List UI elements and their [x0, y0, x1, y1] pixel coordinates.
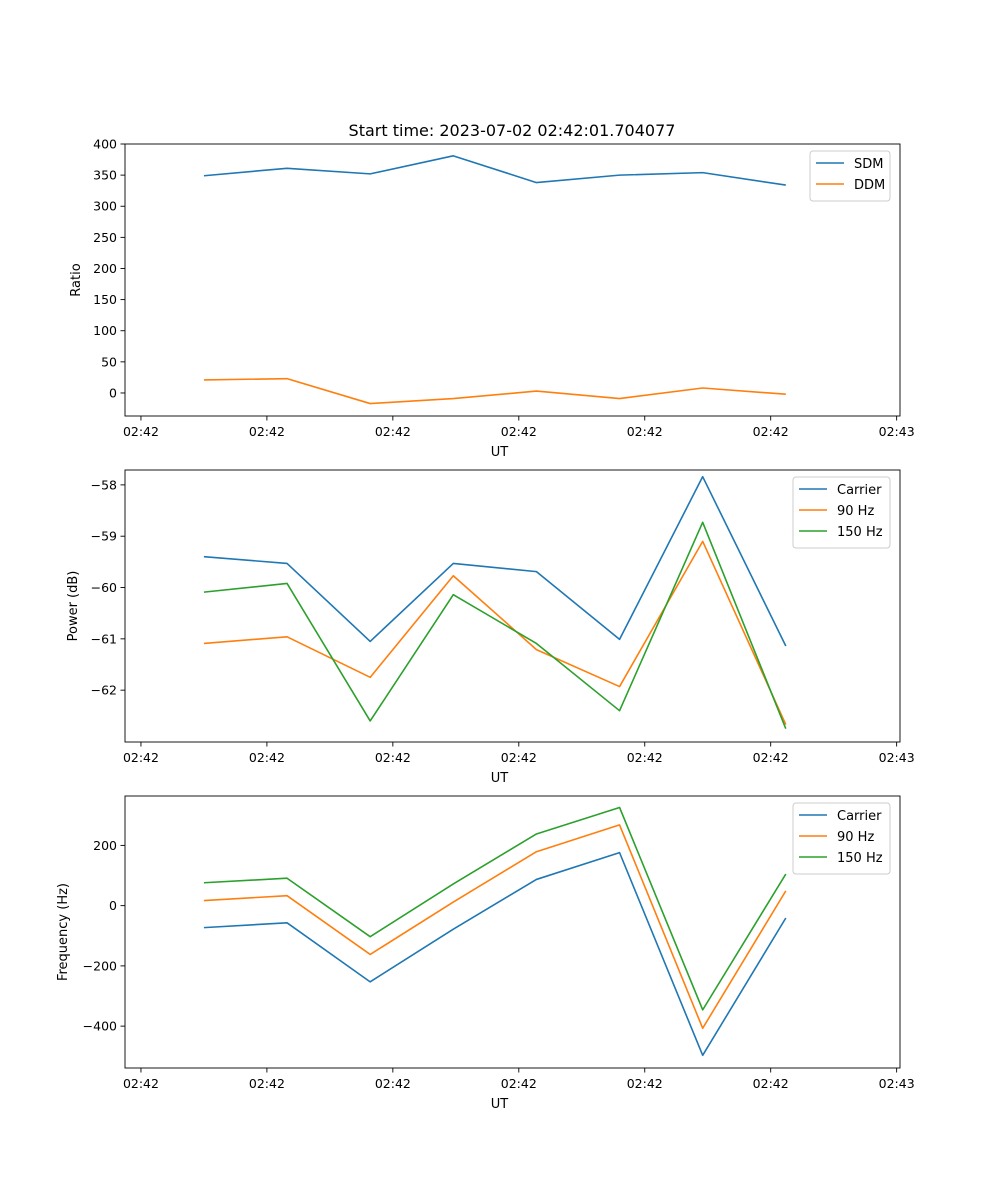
x-tick-label: 02:42 — [753, 424, 789, 439]
legend: Carrier 90 Hz 150 Hz — [792, 802, 891, 875]
plot-3: 02:42 02:42 02:42 02:42 02:42 02:42 02:43 −400 −… — [56, 795, 915, 1112]
series-line-sdm — [203, 155, 786, 186]
x-tick-label: 02:42 — [123, 750, 159, 765]
x-tick-label: 02:42 — [501, 424, 537, 439]
x-tick-label: 02:43 — [879, 1076, 915, 1091]
series-line-ddm — [203, 377, 786, 405]
y-tick-label: −60 — [91, 580, 117, 595]
y-tick-label: 250 — [93, 230, 117, 245]
y-tick-label: 300 — [93, 199, 117, 214]
x-tick-label: 02:42 — [753, 750, 789, 765]
x-tick-label: 02:42 — [501, 750, 537, 765]
y-tick-label: 50 — [101, 354, 117, 369]
x-tick-label: 02:42 — [249, 1076, 285, 1091]
y-axis-label: Ratio — [69, 263, 84, 296]
legend: Carrier 90 Hz 150 Hz — [792, 476, 891, 549]
y-tick-label: −58 — [91, 477, 117, 492]
x-tick-label: 02:42 — [123, 424, 159, 439]
x-tick-label: 02:43 — [879, 750, 915, 765]
x-axis-label: UT — [491, 445, 509, 460]
legend: SDM DDM — [809, 150, 891, 202]
x-tick-label: 02:42 — [627, 1076, 663, 1091]
y-tick-label: −61 — [91, 631, 117, 646]
y-tick-label: −400 — [83, 1019, 117, 1034]
series-line-90-hz — [203, 824, 787, 1030]
legend-label: Carrier — [837, 809, 882, 824]
y-axis-label: Frequency (Hz) — [56, 883, 71, 981]
x-tick-label: 02:43 — [879, 424, 915, 439]
figure-title: Start time: 2023-07-02 02:42:01.704077 — [349, 121, 676, 140]
x-tick-label: 02:42 — [501, 1076, 537, 1091]
y-tick-label: −59 — [91, 529, 117, 544]
series-line-carrier — [203, 475, 787, 647]
plots-container: 02:42 02:42 02:42 02:42 02:42 02:42 02:43 0 50 10… — [56, 137, 915, 1113]
plot-2: 02:42 02:42 02:42 02:42 02:42 02:42 02:43 −62 −6… — [66, 469, 915, 786]
y-tick-label: −62 — [91, 683, 117, 698]
x-tick-label: 02:42 — [627, 750, 663, 765]
series-line-150-hz — [203, 806, 787, 1011]
x-tick-label: 02:42 — [375, 750, 411, 765]
y-tick-label: −200 — [83, 958, 117, 973]
series-line-carrier — [203, 851, 787, 1057]
y-tick-label: 150 — [93, 292, 117, 307]
x-tick-label: 02:42 — [753, 1076, 789, 1091]
y-tick-label: 100 — [93, 323, 117, 338]
series-line-90-hz — [203, 540, 787, 725]
axes-frame — [124, 143, 901, 417]
legend-label: 90 Hz — [837, 504, 874, 519]
legend-label: 90 Hz — [837, 830, 874, 845]
y-axis-label: Power (dB) — [66, 571, 81, 642]
x-tick-label: 02:42 — [627, 424, 663, 439]
legend-label: 150 Hz — [837, 525, 883, 540]
axes-frame — [124, 795, 901, 1069]
x-tick-label: 02:42 — [249, 750, 285, 765]
y-tick-label: 350 — [93, 168, 117, 183]
plot-1: 02:42 02:42 02:42 02:42 02:42 02:42 02:43 0 50 10… — [69, 137, 915, 461]
x-tick-label: 02:42 — [375, 1076, 411, 1091]
x-tick-label: 02:42 — [123, 1076, 159, 1091]
x-tick-label: 02:42 — [249, 424, 285, 439]
legend-label: Carrier — [837, 483, 882, 498]
x-axis-label: UT — [491, 771, 509, 786]
y-tick-label: 200 — [93, 261, 117, 276]
legend-label: 150 Hz — [837, 851, 883, 866]
legend-label: DDM — [854, 178, 885, 193]
y-tick-label: 400 — [93, 137, 117, 152]
series-line-150-hz — [203, 521, 787, 729]
legend-label: SDM — [854, 157, 883, 172]
y-tick-label: 0 — [109, 898, 117, 913]
x-axis-label: UT — [491, 1097, 509, 1112]
x-tick-label: 02:42 — [375, 424, 411, 439]
axes-frame — [124, 469, 901, 743]
y-tick-label: 200 — [93, 838, 117, 853]
y-tick-label: 0 — [109, 385, 117, 400]
